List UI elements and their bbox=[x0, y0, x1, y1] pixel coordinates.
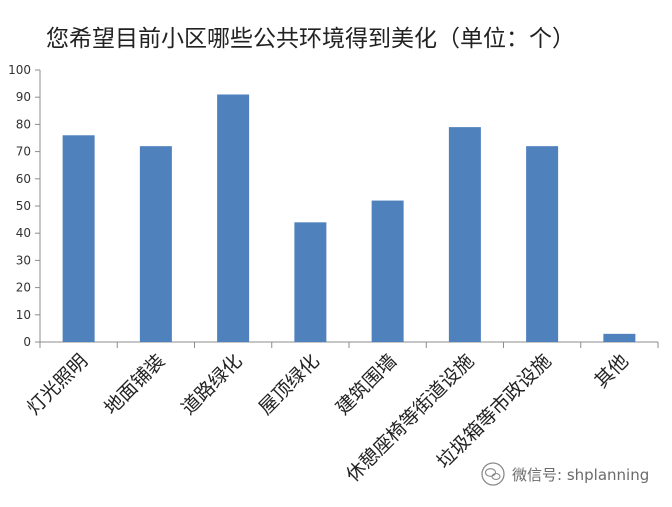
x-axis bbox=[39, 341, 659, 348]
wechat-icon bbox=[481, 462, 505, 486]
y-tick-label: 20 bbox=[16, 281, 31, 295]
x-category-label: 地面铺装 bbox=[100, 350, 169, 419]
watermark: 微信号: shplanning bbox=[481, 462, 649, 486]
y-tick-label: 80 bbox=[16, 117, 31, 131]
bar-4 bbox=[294, 222, 327, 342]
x-category-label: 休憩座椅等街道设施 bbox=[342, 350, 478, 486]
bar-8 bbox=[603, 333, 636, 342]
x-category-label: 灯光照明 bbox=[23, 350, 92, 419]
y-axis: 0 10 20 30 40 50 60 70 80 90 100 bbox=[8, 63, 41, 349]
y-tick-label: 100 bbox=[8, 63, 31, 77]
x-category-label: 其他 bbox=[590, 350, 632, 392]
y-tick-label: 10 bbox=[16, 308, 31, 322]
y-tick-label: 30 bbox=[16, 253, 31, 267]
y-tick-label: 0 bbox=[23, 335, 31, 349]
y-tick-label: 90 bbox=[16, 90, 31, 104]
bars bbox=[62, 94, 636, 343]
y-tick-label: 60 bbox=[16, 172, 31, 186]
x-category-label: 道路绿化 bbox=[177, 350, 246, 419]
bar-7 bbox=[526, 146, 559, 342]
x-category-label: 建筑围墙 bbox=[332, 350, 401, 419]
bar-3 bbox=[217, 94, 250, 342]
bar-1 bbox=[62, 135, 95, 342]
y-tick-label: 40 bbox=[16, 226, 31, 240]
chart-title: 您希望目前小区哪些公共环境得到美化（单位：个） bbox=[46, 26, 575, 52]
x-category-label: 屋顶绿化 bbox=[255, 350, 324, 419]
watermark-text: 微信号: shplanning bbox=[512, 466, 649, 484]
y-tick-label: 70 bbox=[16, 145, 31, 159]
y-tick-label: 50 bbox=[16, 199, 31, 213]
bar-6 bbox=[448, 127, 481, 343]
bar-5 bbox=[371, 200, 404, 342]
bar-2 bbox=[139, 146, 172, 342]
